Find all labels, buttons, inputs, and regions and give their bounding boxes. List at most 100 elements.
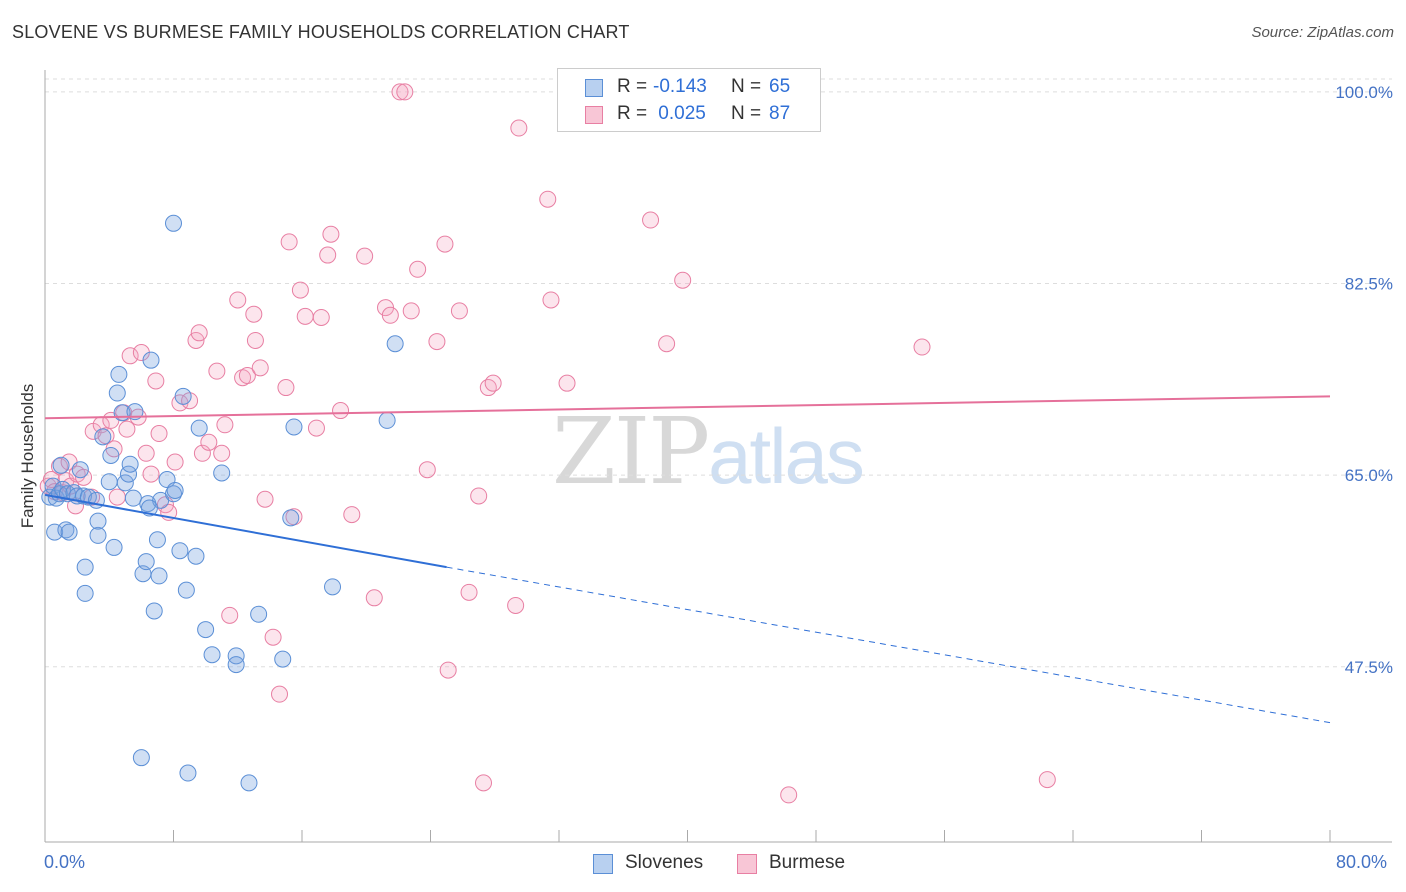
burmese-point [229, 291, 247, 309]
burmese-point [484, 374, 502, 392]
slovenes-point [57, 521, 75, 539]
burmese-point [208, 362, 226, 380]
watermark: ZIPatlas [552, 398, 865, 505]
burmese-point [356, 247, 374, 265]
y-tick-label: 47.5% [1345, 658, 1393, 677]
burmese-point [150, 425, 168, 443]
slovenes-point [148, 531, 166, 549]
legend-row-slovenes: R = -0.143 N = 65 [558, 74, 820, 100]
watermark-zip: ZIP [552, 398, 710, 505]
burmese-point [542, 291, 560, 309]
legend-n-label: N = [731, 103, 762, 124]
burmese-point [539, 190, 557, 208]
slovenes-trend-extension [446, 566, 1331, 724]
slovenes-point [285, 418, 303, 436]
slovenes-point [132, 749, 150, 767]
slovenes-point [89, 512, 107, 530]
slovenes-point [177, 581, 195, 599]
burmese-point [319, 246, 337, 264]
burmese-point [118, 420, 136, 438]
slovenes-point [94, 428, 112, 446]
slovenes-point [60, 523, 78, 541]
burmese-point [264, 628, 282, 646]
burmese-point [280, 233, 298, 251]
trend-layer [44, 395, 1331, 724]
burmese-point [418, 461, 436, 479]
chart-title: SLOVENE VS BURMESE FAMILY HOUSEHOLDS COR… [12, 22, 630, 42]
legend-r-label: R = [617, 76, 648, 97]
slovenes-point [137, 553, 155, 571]
legend-r-value: 0.025 [653, 103, 706, 124]
burmese-point [439, 661, 457, 679]
slovenes-point [116, 474, 134, 492]
burmese-point [391, 83, 409, 101]
burmese-point [343, 506, 361, 524]
y-tick-label: 82.5% [1345, 275, 1393, 294]
watermark-atlas: atlas [708, 412, 865, 500]
slovenes-point [203, 646, 221, 664]
burmese-point [137, 444, 155, 462]
slovenes-point [71, 461, 89, 479]
burmese-point [147, 372, 165, 390]
legend-swatch-burmese [585, 106, 603, 124]
slovenes-point [145, 602, 163, 620]
burmese-point [251, 359, 269, 377]
burmese-point [642, 211, 660, 229]
x-tick-label-max: 80.0% [1336, 852, 1388, 872]
slovenes-point [102, 446, 120, 464]
burmese-point [381, 306, 399, 324]
legend-swatch-slovenes [585, 79, 603, 97]
slovenes-trend-line [44, 493, 447, 569]
y-tick-label: 100.0% [1335, 83, 1393, 102]
burmese-point [246, 331, 264, 349]
burmese-point [365, 589, 383, 607]
bottom-legend-label: Burmese [769, 852, 846, 873]
burmese-point [409, 260, 427, 278]
burmese-point [277, 379, 295, 397]
slovenes-point [165, 214, 182, 232]
legend-row-burmese: R = 0.025 N = 87 [558, 101, 820, 127]
burmese-point [510, 119, 528, 137]
bottom-legend-swatch-slovenes [593, 854, 613, 874]
burmese-point [296, 307, 314, 325]
burmese-point [307, 419, 325, 437]
correlation-legend: R = -0.143 N = 65 R = 0.025 N = 87 [557, 68, 821, 132]
burmese-point [475, 774, 493, 792]
slovenes-point [100, 473, 118, 491]
x-tick-label-min: 0.0% [44, 852, 86, 872]
slovenes-point [108, 384, 126, 402]
burmese-point [428, 333, 446, 351]
burmese-point [1038, 771, 1056, 789]
slovenes-point [142, 351, 160, 369]
burmese-point [166, 453, 184, 471]
slovenes-point [171, 542, 189, 560]
slovenes-point [76, 584, 94, 602]
burmese-point [108, 488, 126, 506]
slovenes-point [166, 481, 184, 499]
burmese-point [213, 444, 231, 462]
burmese-point [271, 685, 289, 703]
source-credit: Source: ZipAtlas.com [1251, 24, 1394, 41]
burmese-point [470, 487, 488, 505]
burmese-point [460, 583, 478, 601]
burmese-point [913, 338, 931, 356]
burmese-point [402, 302, 420, 320]
legend-n-value: 65 [769, 76, 791, 97]
burmese-point [322, 225, 340, 243]
burmese-point [256, 490, 274, 508]
slovenes-point [250, 605, 268, 623]
bottom-legend-label: Slovenes [625, 852, 704, 873]
y-tick-labels: 100.0% 82.5% 65.0% 47.5% [1335, 83, 1393, 677]
slovenes-point [227, 647, 245, 665]
burmese-point [121, 347, 139, 365]
slovenes-point [324, 578, 342, 596]
slovenes-point [52, 456, 70, 474]
burmese-point [193, 444, 211, 462]
burmese-point [436, 235, 454, 253]
burmese-point [221, 606, 239, 624]
slovenes-point [89, 526, 107, 544]
burmese-point [450, 302, 468, 320]
burmese-point [507, 596, 525, 614]
slovenes-point [187, 547, 205, 565]
